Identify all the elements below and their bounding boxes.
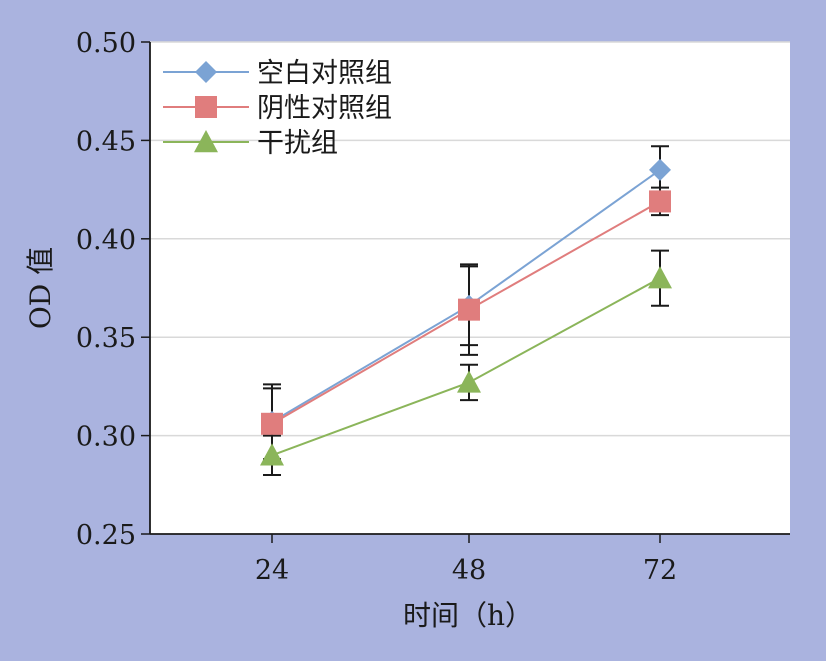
data-point xyxy=(649,158,671,181)
y-axis-title: OD 值 xyxy=(24,247,57,329)
data-point xyxy=(648,266,672,289)
y-tick-label: 0.45 xyxy=(76,126,136,157)
data-markers xyxy=(260,158,672,466)
data-point xyxy=(261,412,283,435)
y-tick-label: 0.40 xyxy=(76,225,136,256)
legend-label: 空白对照组 xyxy=(257,58,392,89)
data-point xyxy=(260,443,284,466)
y-tick-label: 0.25 xyxy=(76,520,136,551)
legend-marker xyxy=(195,61,217,83)
y-tick-label: 0.50 xyxy=(76,28,136,59)
legend-label: 阴性对照组 xyxy=(257,93,392,124)
data-point xyxy=(649,190,671,213)
x-tick-label: 24 xyxy=(255,555,289,586)
y-tick-label: 0.30 xyxy=(76,422,136,453)
legend-label: 干扰组 xyxy=(257,128,338,159)
x-tick-label: 48 xyxy=(452,555,486,586)
axes xyxy=(141,41,790,543)
legend-marker xyxy=(194,130,218,153)
legend-marker xyxy=(195,96,217,118)
x-axis-title: 时间（h） xyxy=(403,599,533,632)
x-tick-label: 72 xyxy=(643,555,677,586)
axis-labels: 0.25 0.30 0.35 0.40 0.45 0.50 24 48 72 时间（h） OD 值 xyxy=(24,28,677,632)
y-tick-label: 0.35 xyxy=(76,323,136,354)
data-point xyxy=(458,298,480,321)
data-point xyxy=(457,370,481,393)
